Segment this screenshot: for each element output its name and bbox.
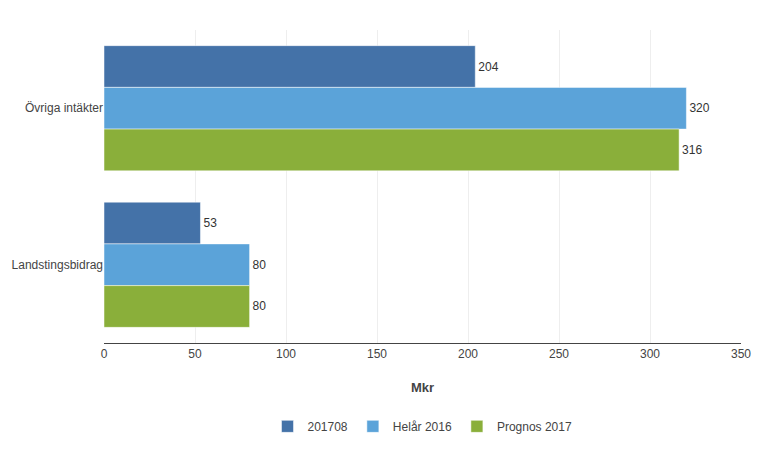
svg-text:201708: 201708 bbox=[308, 420, 348, 434]
svg-text:Helår 2016: Helår 2016 bbox=[393, 420, 452, 434]
svg-text:320: 320 bbox=[689, 101, 709, 115]
svg-text:Prognos 2017: Prognos 2017 bbox=[497, 420, 572, 434]
svg-text:250: 250 bbox=[549, 347, 569, 361]
svg-text:0: 0 bbox=[101, 347, 108, 361]
svg-text:316: 316 bbox=[682, 143, 702, 157]
svg-text:350: 350 bbox=[731, 347, 751, 361]
svg-text:Övriga intäkter: Övriga intäkter bbox=[25, 101, 103, 115]
svg-text:80: 80 bbox=[253, 299, 267, 313]
svg-text:204: 204 bbox=[478, 60, 498, 74]
svg-text:53: 53 bbox=[203, 216, 217, 230]
svg-text:Landstingsbidrag: Landstingsbidrag bbox=[12, 258, 103, 272]
svg-text:150: 150 bbox=[367, 347, 387, 361]
svg-text:200: 200 bbox=[458, 347, 478, 361]
svg-text:50: 50 bbox=[188, 347, 202, 361]
svg-text:300: 300 bbox=[640, 347, 660, 361]
svg-text:100: 100 bbox=[276, 347, 296, 361]
svg-text:80: 80 bbox=[253, 258, 267, 272]
svg-text:Mkr: Mkr bbox=[411, 380, 434, 395]
